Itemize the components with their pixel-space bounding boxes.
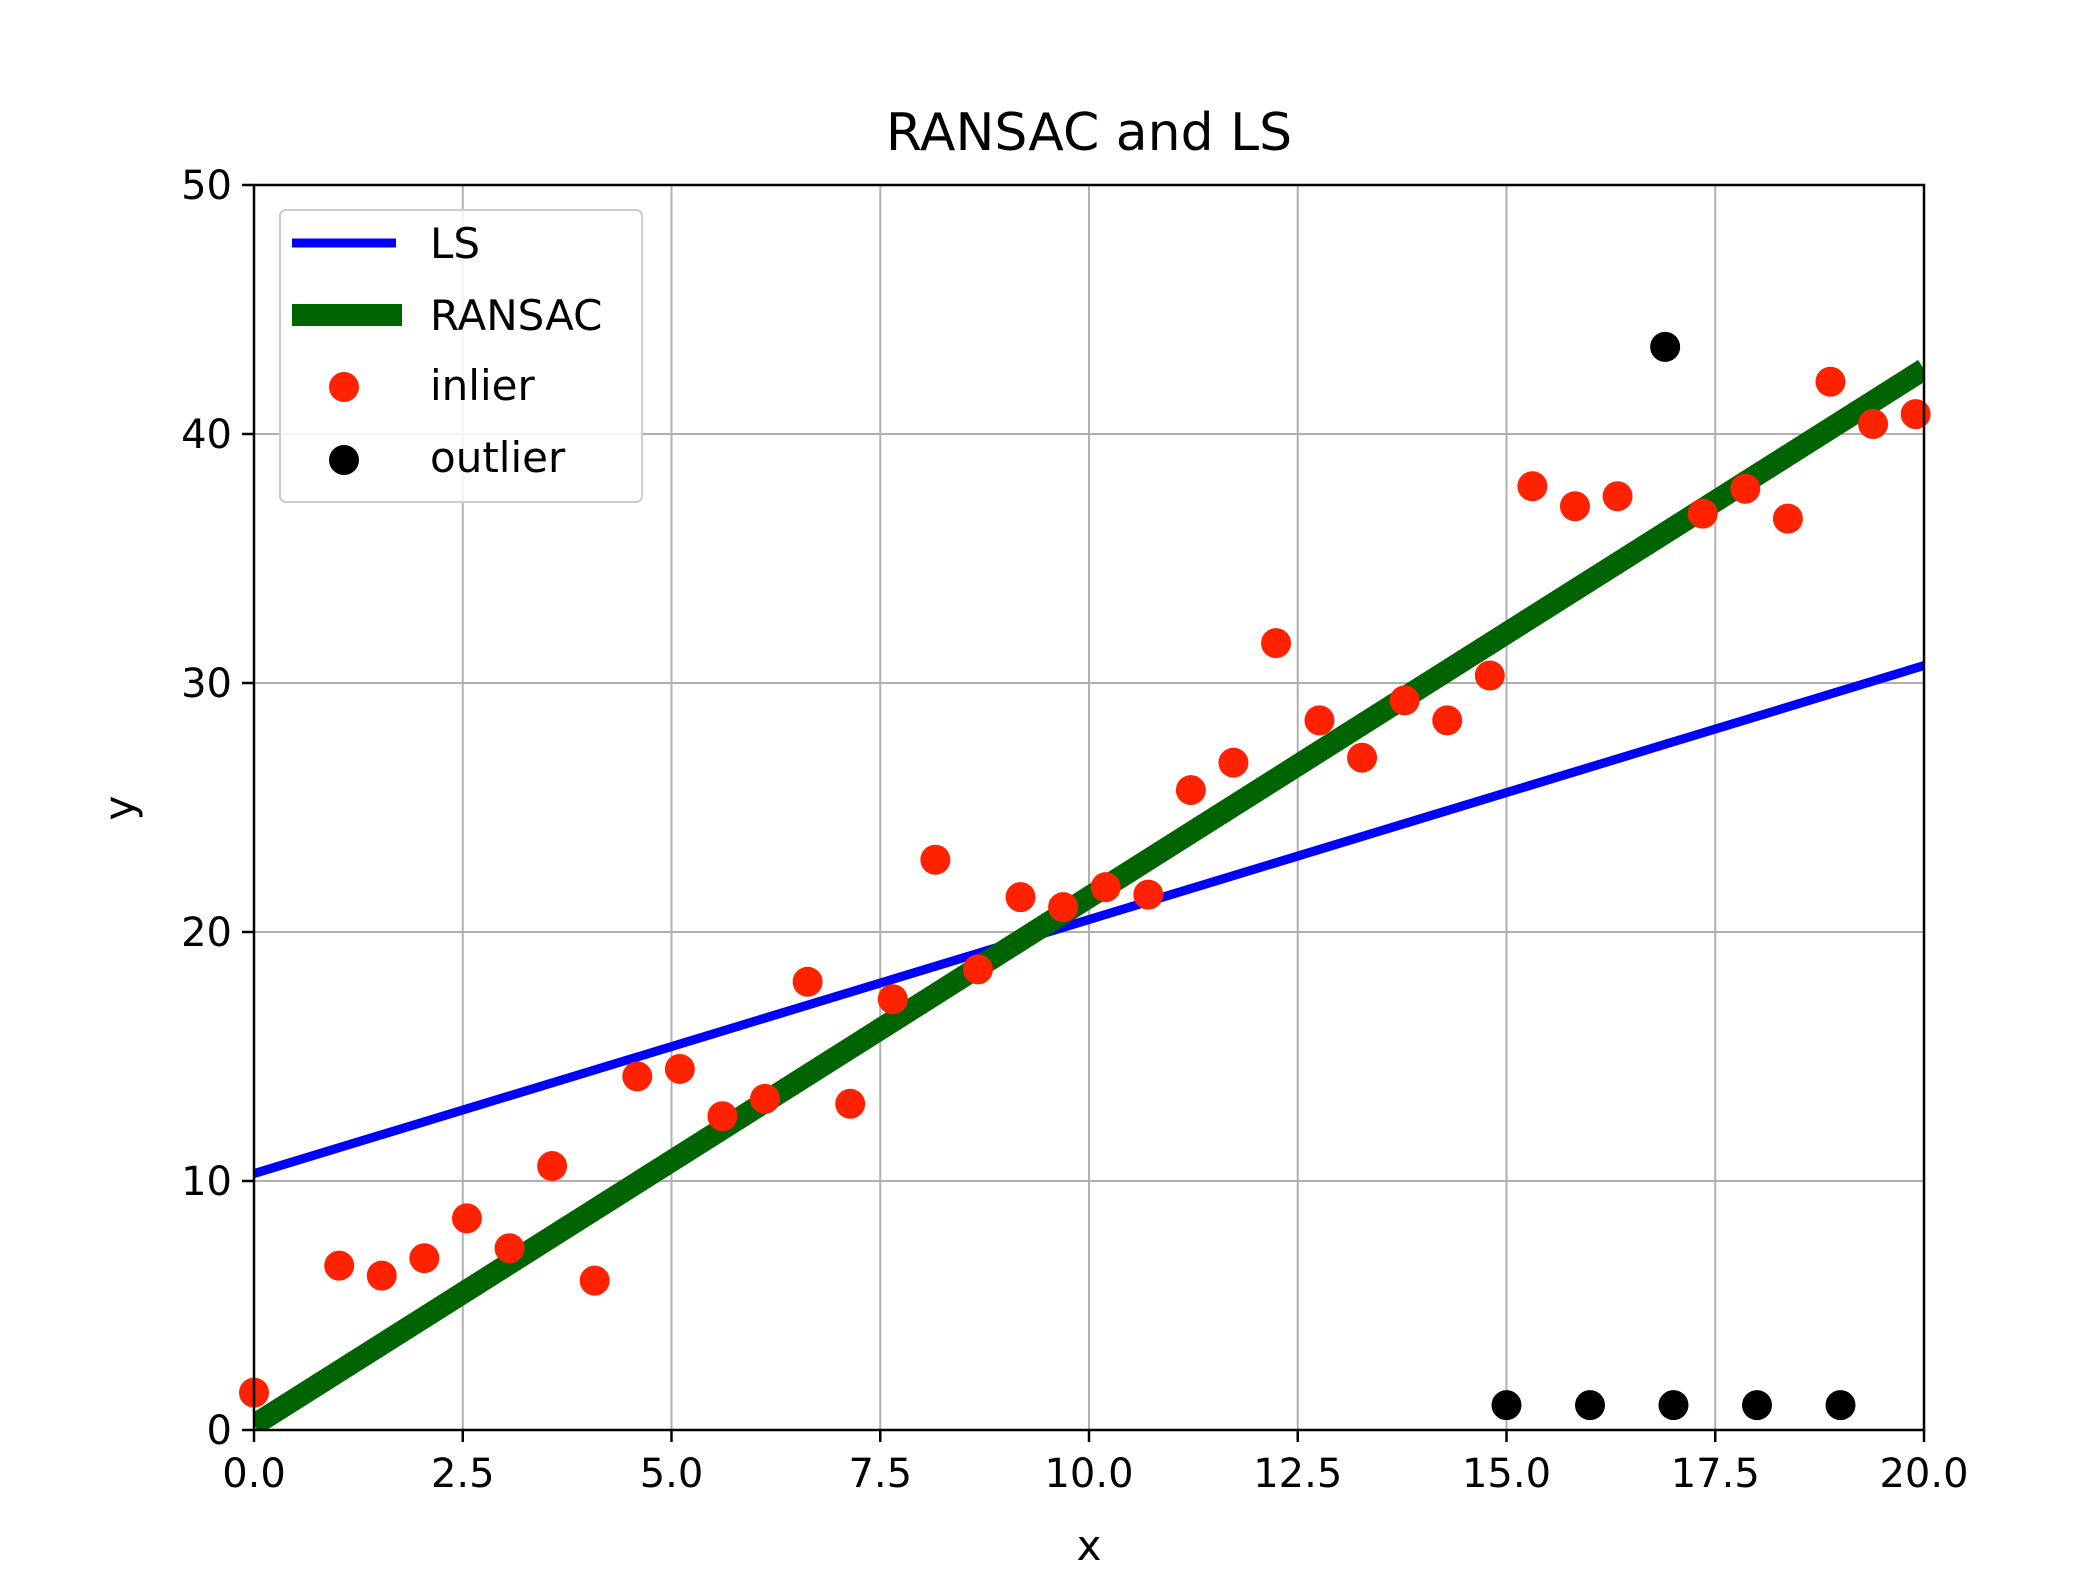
inlier-point (792, 966, 823, 997)
line-ransac (254, 359, 1924, 1430)
legend: LS RANSAC inlier outlier (279, 209, 643, 503)
outlier-point (1575, 1390, 1605, 1421)
line-ls (254, 661, 1924, 1178)
outlier-point (1825, 1390, 1856, 1421)
inlier-point (1005, 882, 1036, 913)
y-tick-label: 50 (181, 163, 232, 209)
inlier-point (1432, 705, 1463, 736)
inlier-point (622, 1061, 653, 1092)
y-tick-label: 0 (207, 1408, 232, 1454)
inlier-point (707, 1101, 738, 1132)
scatter-points (239, 331, 1931, 1421)
outlier-point (1658, 1390, 1689, 1421)
x-tick-label: 5.0 (640, 1451, 704, 1497)
inlier-point (579, 1265, 610, 1296)
y-tick-label: 40 (181, 412, 232, 458)
inlier-point (920, 844, 951, 875)
inlier-point (1900, 399, 1931, 430)
inlier-point (962, 954, 993, 985)
inlier-point (1304, 705, 1335, 736)
x-tick-label: 2.5 (431, 1451, 495, 1497)
chart-title: RANSAC and LS (886, 103, 1292, 163)
legend-box (279, 209, 643, 503)
x-axis-label: x (1077, 1521, 1102, 1570)
inlier-point (1858, 409, 1889, 440)
grid (253, 184, 1925, 1431)
inlier-point (366, 1260, 397, 1291)
inlier-point (324, 1250, 355, 1281)
x-tick-label: 7.5 (848, 1451, 912, 1497)
inlier-point (1474, 660, 1505, 691)
inlier-point (1772, 503, 1803, 534)
inlier-point (1133, 879, 1164, 910)
legend-label-outlier: outlier (430, 433, 566, 482)
inlier-point (1815, 366, 1846, 397)
inlier-point (1261, 628, 1292, 659)
legend-label-inlier: inlier (430, 361, 535, 410)
x-tick-label: 12.5 (1253, 1451, 1342, 1497)
legend-outlier-marker (329, 445, 359, 475)
inlier-point (664, 1053, 695, 1084)
inlier-point (1218, 747, 1249, 778)
outlier-point (1650, 331, 1681, 362)
outlier-point (1742, 1390, 1772, 1421)
inlier-point (409, 1243, 440, 1274)
legend-inlier-marker (329, 372, 359, 402)
outlier-point (1491, 1390, 1522, 1421)
fit-lines (254, 359, 1924, 1430)
inlier-point (1517, 471, 1548, 502)
inlier-point (1175, 775, 1206, 806)
inlier-point (1347, 742, 1378, 773)
x-tick-label: 17.5 (1671, 1451, 1760, 1497)
x-tick-label: 10.0 (1044, 1451, 1133, 1497)
y-tick-label: 30 (181, 661, 232, 707)
x-tick-label: 0.0 (222, 1451, 286, 1497)
inlier-point (1687, 498, 1718, 529)
ticks: 0.0 2.5 5.0 7.5 10.0 12.5 15.0 17.5 20.0 0 10 20 30 4… (181, 163, 1968, 1497)
inlier-point (1602, 481, 1633, 512)
legend-label-ls: LS (430, 219, 480, 268)
x-tick-label: 15.0 (1462, 1451, 1551, 1497)
inlier-point (451, 1203, 482, 1234)
inlier-point (1389, 685, 1420, 716)
inlier-point (1730, 473, 1761, 504)
inlier-point (835, 1088, 866, 1119)
inlier-point (1090, 872, 1121, 903)
y-axis-label: y (95, 796, 144, 821)
y-tick-label: 20 (181, 910, 232, 956)
inlier-point (537, 1151, 568, 1182)
inlier-point (1048, 892, 1079, 923)
inlier-point (877, 984, 908, 1015)
x-tick-label: 20.0 (1879, 1451, 1968, 1497)
y-tick-label: 10 (181, 1159, 232, 1205)
inlier-point (750, 1083, 781, 1114)
inlier-point (494, 1233, 525, 1264)
legend-label-ransac: RANSAC (430, 291, 602, 340)
inlier-point (1559, 491, 1590, 522)
